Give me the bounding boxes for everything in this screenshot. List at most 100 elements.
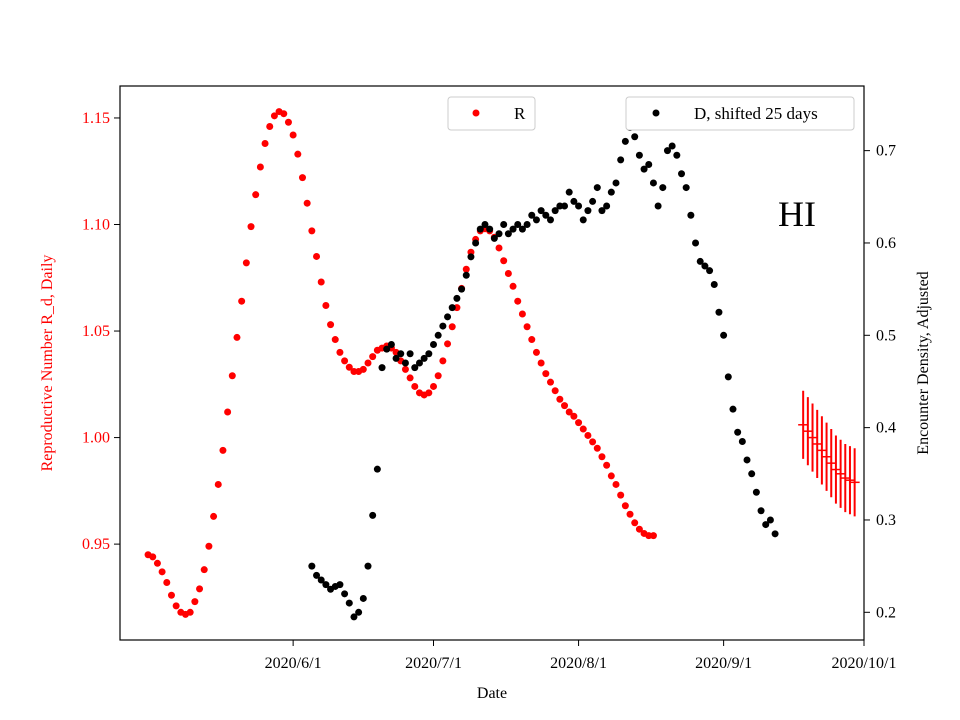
r-point xyxy=(261,140,269,148)
d-point xyxy=(701,262,709,270)
r-point xyxy=(205,542,213,550)
x-tick-label: 2020/8/1 xyxy=(550,655,607,672)
d-point xyxy=(584,207,592,215)
d-point xyxy=(593,184,601,192)
r-point xyxy=(336,348,344,356)
r-point xyxy=(631,519,639,527)
d-point xyxy=(696,257,704,265)
d-point xyxy=(514,221,522,228)
legend-d: D, shifted 25 days xyxy=(625,96,855,131)
r-point xyxy=(228,372,236,380)
d-point xyxy=(589,197,597,205)
r-point xyxy=(504,270,512,278)
d-point xyxy=(738,437,746,445)
legend-d-box xyxy=(625,96,855,131)
r-point xyxy=(210,512,218,520)
r-point xyxy=(411,382,419,390)
r-point xyxy=(294,150,302,158)
d-point xyxy=(387,341,395,349)
r-point xyxy=(153,559,161,567)
d-point xyxy=(575,202,583,210)
r-point xyxy=(500,257,508,265)
r-point xyxy=(621,502,629,510)
r-point xyxy=(514,297,522,305)
d-point xyxy=(551,207,559,215)
legend-r: R xyxy=(447,96,536,131)
r-point xyxy=(495,244,503,252)
d-point xyxy=(762,521,770,529)
x-tick-label: 2020/7/1 xyxy=(405,655,462,672)
d-point xyxy=(561,202,569,210)
d-point xyxy=(509,225,517,233)
d-point xyxy=(724,373,732,381)
d-point xyxy=(766,516,774,524)
r-point xyxy=(280,110,288,118)
d-point xyxy=(430,341,438,349)
d-point xyxy=(364,562,372,570)
r-point xyxy=(322,301,330,309)
d-point xyxy=(659,184,667,192)
d-point xyxy=(313,571,321,579)
r-point xyxy=(238,297,246,305)
d-point xyxy=(472,239,480,247)
d-point xyxy=(518,225,526,233)
d-point xyxy=(453,294,461,302)
d-point xyxy=(308,562,316,570)
r-point xyxy=(298,174,306,182)
plot-area-frame xyxy=(119,85,865,641)
r-point xyxy=(532,348,540,356)
r-point xyxy=(327,321,335,329)
d-point xyxy=(603,202,611,210)
x-tick-label: 2020/6/1 xyxy=(265,655,322,672)
legend-d-label: D, shifted 25 days xyxy=(694,104,818,123)
d-point xyxy=(673,151,681,159)
d-point xyxy=(640,165,648,173)
r-point xyxy=(200,566,208,574)
r-point xyxy=(313,252,321,260)
d-point xyxy=(350,613,358,621)
d-point xyxy=(729,405,737,413)
r-point xyxy=(252,191,260,199)
r-point xyxy=(607,472,615,480)
y-left-tick-label: 1.05 xyxy=(82,323,110,340)
d-point xyxy=(341,590,349,598)
r-point xyxy=(439,357,447,365)
r-point xyxy=(256,163,264,171)
r-point xyxy=(537,359,545,367)
d-point xyxy=(682,184,690,192)
r-point xyxy=(284,118,292,126)
d-point xyxy=(336,581,344,589)
r-point xyxy=(317,278,325,286)
d-point xyxy=(621,137,629,145)
d-point xyxy=(467,253,475,261)
r-point xyxy=(579,425,587,433)
r-point xyxy=(303,199,311,207)
r-point xyxy=(523,323,531,331)
d-point xyxy=(392,354,400,362)
r-point xyxy=(509,282,517,290)
d-point xyxy=(645,160,653,168)
y-right-tick-label: 0.5 xyxy=(876,327,896,344)
legend-r-marker xyxy=(472,109,480,117)
r-point xyxy=(462,265,470,273)
d-point xyxy=(490,234,498,242)
y-left-axis-title: Reproductive Number R_d, Daily xyxy=(39,255,56,472)
r-point xyxy=(406,374,414,382)
x-tick-label: 2020/9/1 xyxy=(695,655,752,672)
d-point xyxy=(757,507,765,515)
r-point xyxy=(219,446,227,454)
y-right-axis-title: Encounter Density, Adjusted xyxy=(915,271,932,454)
r-point xyxy=(570,412,578,420)
r-point xyxy=(444,340,452,348)
d-point xyxy=(420,354,428,362)
x-axis-title: Date xyxy=(477,685,507,702)
d-point xyxy=(462,271,470,279)
d-point xyxy=(668,142,676,150)
d-point xyxy=(322,581,330,589)
r-point xyxy=(584,431,592,439)
r-point xyxy=(233,333,241,341)
r-point xyxy=(369,353,377,361)
d-point xyxy=(425,350,433,358)
d-point xyxy=(649,179,657,187)
r-point xyxy=(617,491,625,499)
